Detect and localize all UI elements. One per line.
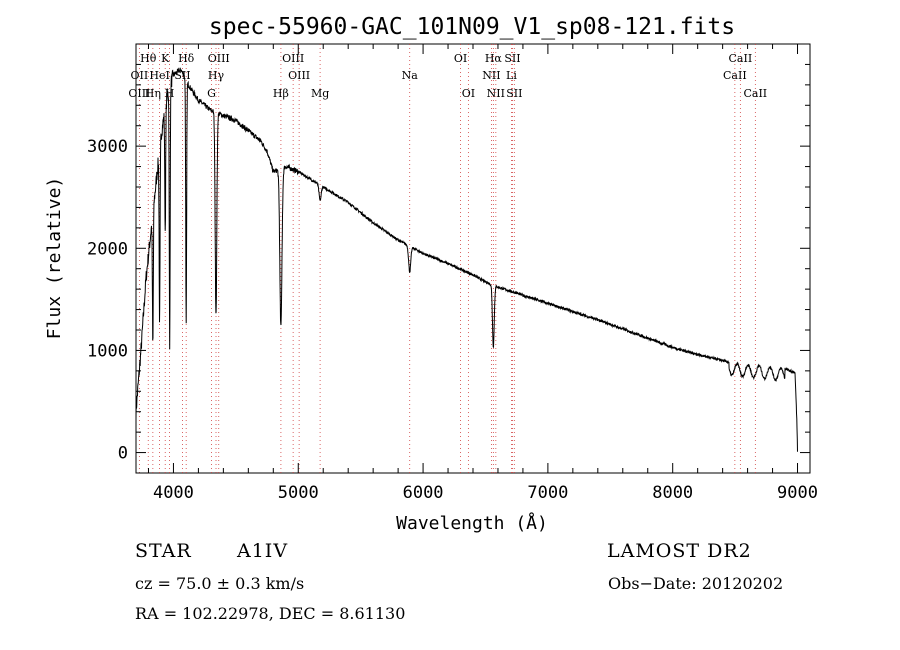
redshift-velocity: cz = 75.0 ± 0.3 km/s	[135, 574, 305, 593]
marker-label: OIII	[128, 87, 150, 100]
chart-title: spec-55960-GAC_101N09_V1_sp08-121.fits	[209, 14, 735, 40]
marker-label: Li	[506, 69, 517, 82]
marker-label: NII	[482, 69, 500, 82]
x-tick-label: 4000	[153, 483, 194, 503]
spectral-subclass: A1IV	[237, 540, 289, 562]
marker-label: CaII	[743, 87, 767, 100]
marker-label: SII	[504, 52, 520, 65]
y-tick-label: 3000	[87, 137, 128, 157]
marker-label: Na	[402, 69, 419, 82]
marker-label: OIII	[208, 52, 230, 65]
marker-label: Hγ	[208, 69, 225, 82]
marker-label: OI	[462, 87, 475, 100]
observation-date: Obs−Date: 20120202	[608, 574, 784, 593]
y-tick-label: 1000	[87, 341, 128, 361]
x-axis: 4000 5000 6000 7000 8000 9000	[147, 44, 818, 503]
marker-label: Hα	[485, 52, 503, 65]
marker-label: Hη	[145, 87, 161, 100]
object-type: STAR	[135, 540, 192, 562]
plot-frame	[135, 43, 811, 474]
marker-label: SII	[174, 69, 190, 82]
marker-label: HeI	[149, 69, 169, 82]
y-axis-label: Flux (relative)	[44, 177, 65, 340]
marker-label: Hβ	[273, 87, 289, 100]
marker-label: OII	[131, 69, 149, 82]
marker-label: CaII	[723, 69, 747, 82]
marker-label: K	[161, 52, 170, 65]
y-tick-label: 2000	[87, 239, 128, 259]
marker-label: Hθ	[140, 52, 157, 65]
x-tick-label: 9000	[777, 483, 818, 503]
marker-label: H	[165, 87, 175, 100]
x-tick-label: 7000	[527, 483, 568, 503]
x-tick-label: 8000	[652, 483, 693, 503]
y-axis: 0 1000 2000 3000	[87, 63, 810, 474]
spectrum-line	[135, 67, 798, 452]
marker-label: OIII	[288, 69, 310, 82]
marker-label: SII	[506, 87, 522, 100]
marker-label: NII	[487, 87, 505, 100]
x-tick-label: 6000	[403, 483, 444, 503]
marker-label: OI	[454, 52, 467, 65]
x-axis-label: Wavelength (Å)	[396, 512, 548, 534]
marker-label: CaII	[729, 52, 753, 65]
marker-label: Mg	[311, 87, 329, 100]
survey-name: LAMOST DR2	[607, 540, 752, 562]
coordinates: RA = 102.22978, DEC = 8.61130	[135, 604, 406, 623]
marker-label: OIII	[282, 52, 304, 65]
marker-label: G	[207, 87, 216, 100]
marker-label: Hδ	[178, 52, 195, 65]
y-tick-label: 0	[118, 444, 128, 464]
marker-lines	[138, 44, 756, 473]
x-tick-label: 5000	[278, 483, 319, 503]
